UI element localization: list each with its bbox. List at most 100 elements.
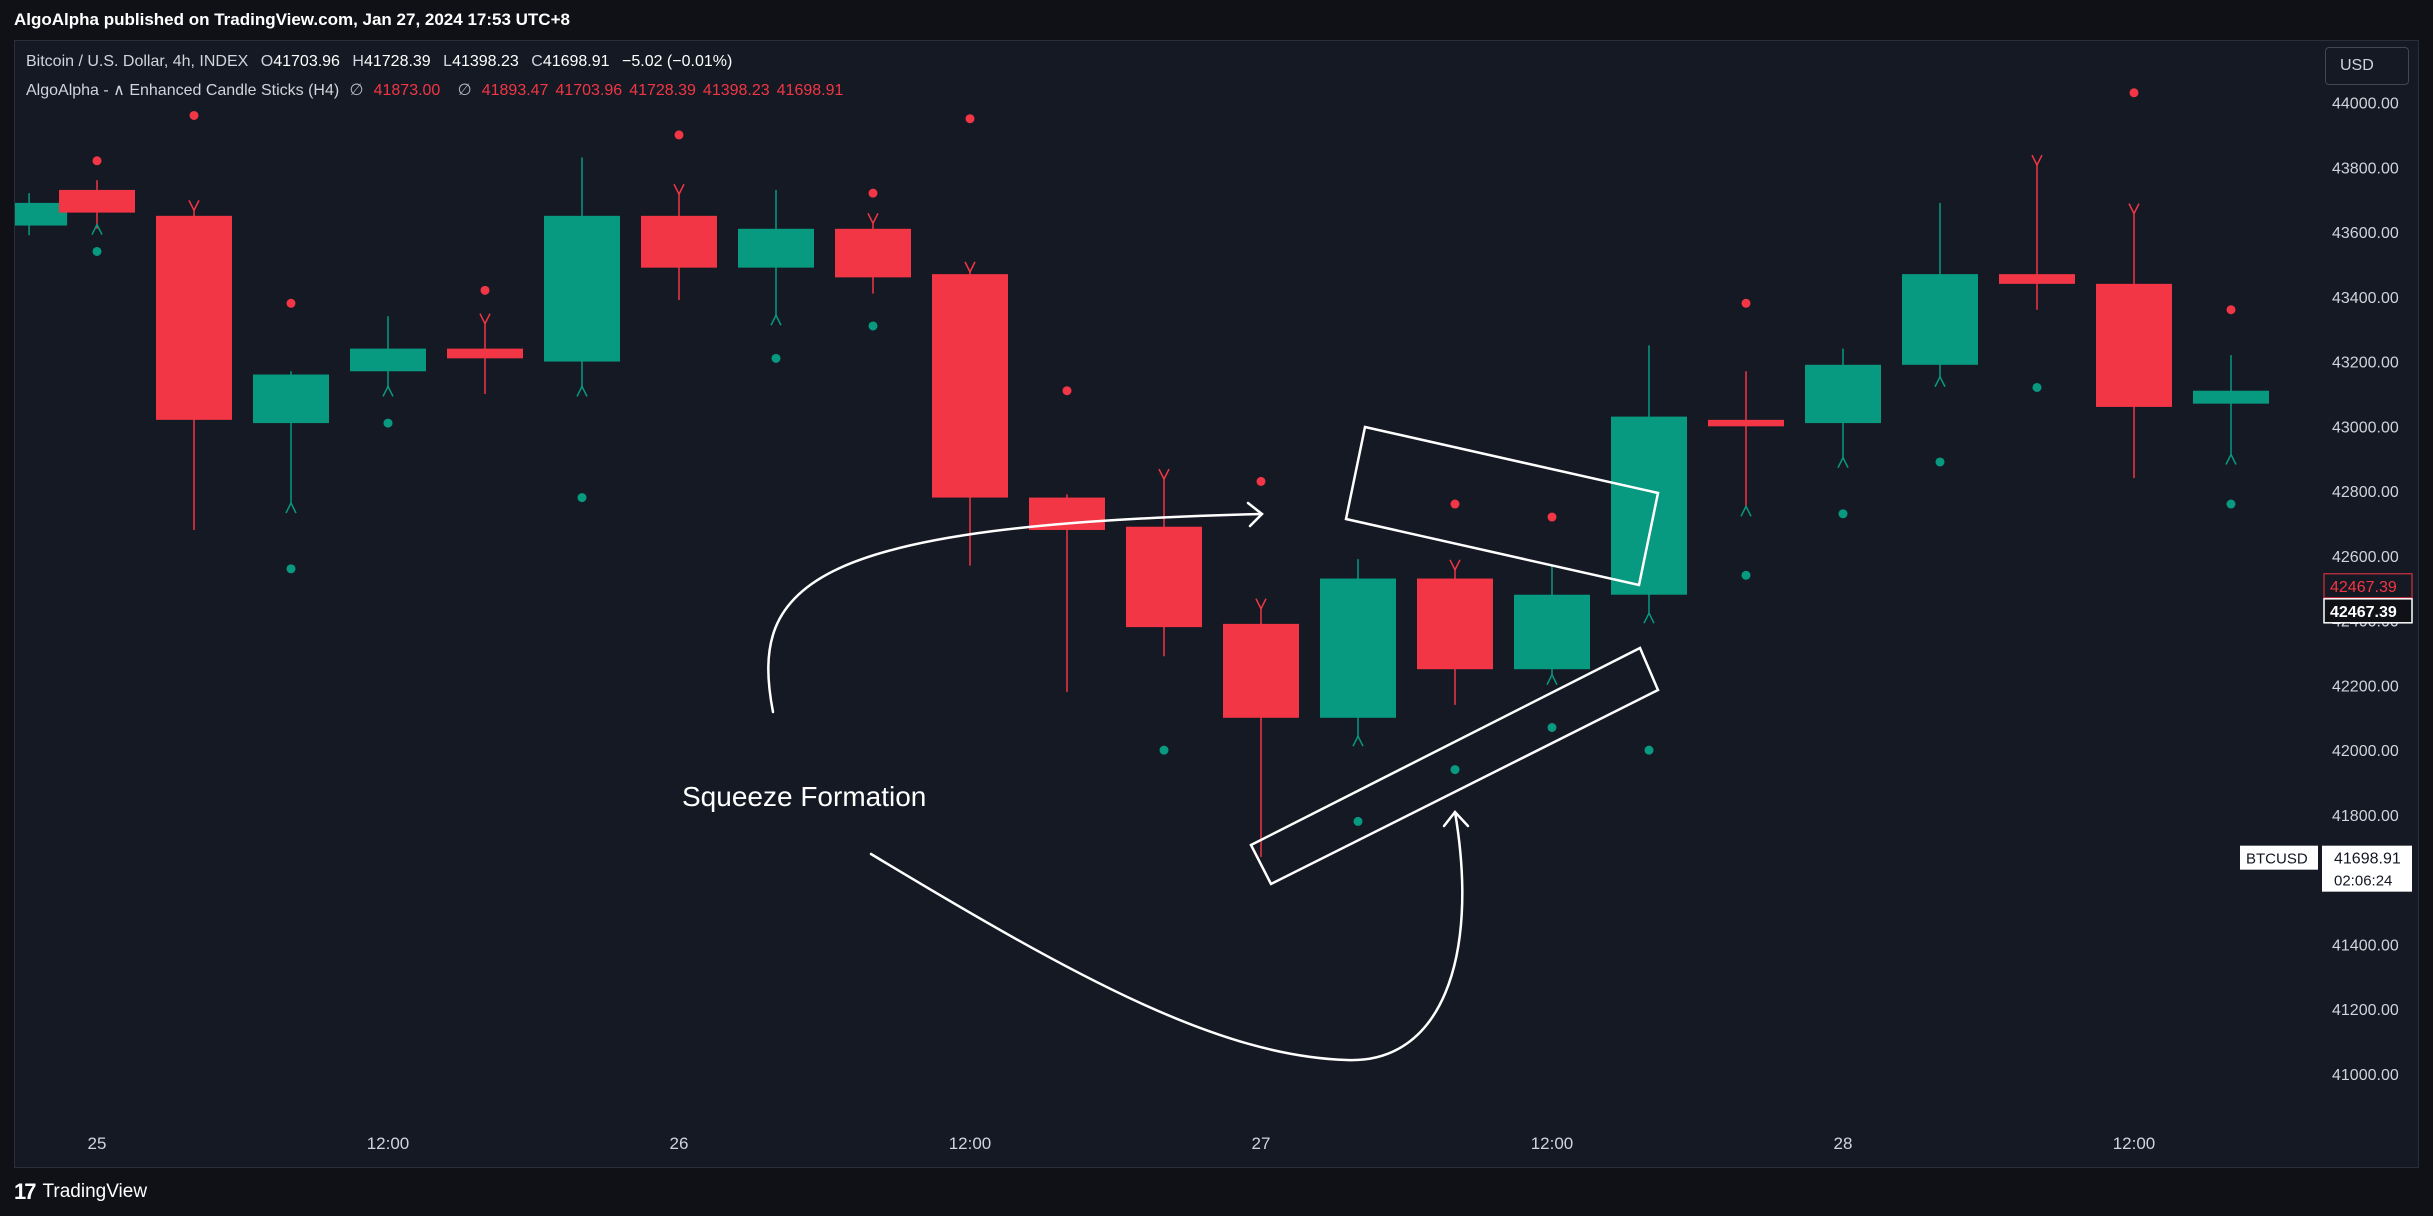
low-label: L — [443, 53, 453, 70]
x-tick-label: 26 — [670, 1134, 689, 1153]
bearish-marker-icon — [964, 261, 976, 274]
bullish-candle — [2193, 305, 2269, 509]
current-price-label: 42467.39 — [2323, 598, 2413, 624]
bearish-candle — [156, 110, 232, 530]
bullish-marker-icon — [1643, 611, 1655, 624]
candle-body — [738, 228, 814, 268]
y-tick-label: 41400.00 — [2332, 937, 2399, 954]
arrowhead-icon — [1246, 501, 1264, 528]
price-label-text: 41698.91 — [2334, 851, 2401, 868]
y-tick-label: 43600.00 — [2332, 225, 2399, 242]
y-tick-label: 43000.00 — [2332, 419, 2399, 436]
indicator-value: 41398.23 — [702, 82, 770, 99]
candle-body — [253, 374, 329, 424]
y-tick-label: 43400.00 — [2332, 290, 2399, 307]
candle-body — [1417, 578, 1493, 670]
annotation-text: Squeeze Formation — [682, 781, 926, 812]
low-value: 41398.23 — [452, 53, 519, 70]
candle-body — [932, 274, 1008, 498]
bullish-marker-icon — [1352, 734, 1364, 747]
indicator-legend[interactable]: AlgoAlpha - ∧ Enhanced Candle Sticks (H4… — [26, 80, 850, 100]
bullish-marker-icon — [91, 222, 103, 235]
indicator-value: 41703.96 — [555, 82, 623, 99]
publish-info: AlgoAlpha published on TradingView.com, … — [14, 10, 570, 29]
arrowhead-icon — [1442, 810, 1470, 828]
bearish-candle — [932, 114, 1008, 566]
price-label-text: 42467.39 — [2330, 579, 2397, 596]
bullish-marker-icon — [2225, 452, 2237, 465]
support-dot — [2032, 382, 2042, 392]
publish-header: AlgoAlpha published on TradingView.com, … — [0, 0, 2433, 40]
price-label-box — [2322, 845, 2412, 892]
support-dot — [771, 353, 781, 363]
curved-arrow-bottom — [869, 810, 1464, 1062]
y-tick-label: 42600.00 — [2332, 549, 2399, 566]
resistance-dot — [1450, 499, 1460, 509]
candle-body — [1805, 364, 1881, 424]
bullish-marker-icon — [1837, 456, 1849, 469]
bearish-marker-icon — [188, 200, 200, 213]
candle-body — [641, 215, 717, 268]
bullish-marker-icon — [576, 384, 588, 397]
bearish-candle — [1029, 386, 1105, 692]
resistance-dot — [189, 110, 199, 120]
bullish-candle — [1611, 345, 1687, 755]
resistance-dot — [286, 298, 296, 308]
bullish-marker-icon — [1740, 504, 1752, 517]
curved-arrow-top — [767, 512, 1264, 714]
candle-body — [156, 215, 232, 420]
high-value: 41728.39 — [363, 53, 431, 70]
support-dot — [1353, 816, 1363, 826]
candle-body — [15, 202, 68, 226]
x-tick-label: 28 — [1834, 1134, 1853, 1153]
bullish-candle — [253, 298, 329, 574]
resistance-dot — [1062, 386, 1072, 396]
symbol-price-label: BTCUSD 41698.91 02:06:24 — [2240, 845, 2412, 892]
chart-frame — [14, 40, 2419, 1168]
brand-name[interactable]: TradingView — [42, 1181, 148, 1202]
support-dot — [1450, 765, 1460, 775]
candle-body — [2193, 390, 2269, 404]
support-dot — [577, 493, 587, 503]
bullish-marker-icon — [1546, 673, 1558, 686]
x-tick-label: 12:00 — [367, 1134, 410, 1153]
bullish-candle — [1320, 559, 1396, 826]
symbol-name[interactable]: Bitcoin / U.S. Dollar, 4h, INDEX — [26, 53, 249, 70]
currency-button[interactable]: USD — [2325, 47, 2409, 85]
symbol-legend[interactable]: Bitcoin / U.S. Dollar, 4h, INDEX O41703.… — [26, 53, 732, 71]
support-dot — [1741, 570, 1751, 580]
bearish-marker-icon — [867, 212, 879, 225]
resistance-dot — [1547, 512, 1557, 522]
candle-body — [1223, 623, 1299, 718]
bullish-candle — [350, 316, 426, 428]
bearish-candle — [1223, 476, 1299, 858]
symbol-tag-box — [2240, 845, 2318, 870]
bearish-marker-icon — [673, 183, 685, 196]
indicator-value: 41728.39 — [629, 82, 696, 99]
candle-body — [1514, 594, 1590, 670]
bullish-candle — [544, 157, 620, 503]
na-symbol-icon: ∅ — [349, 82, 364, 99]
support-dot — [2226, 499, 2236, 509]
countdown-text: 02:06:24 — [2334, 873, 2392, 890]
support-dot — [1838, 509, 1848, 519]
indicator-value: 41873.00 — [373, 82, 441, 99]
candle-body — [447, 348, 523, 359]
resistance-dot — [2129, 88, 2139, 98]
support-dot — [868, 321, 878, 331]
indicator-name[interactable]: AlgoAlpha - ∧ Enhanced Candle Sticks (H4… — [26, 82, 340, 99]
candle-body — [59, 189, 135, 213]
tradingview-logo-icon[interactable]: 17 — [14, 1179, 37, 1204]
bullish-candle — [15, 193, 68, 236]
bearish-marker-icon — [2031, 154, 2043, 167]
resistance-dot — [2226, 305, 2236, 315]
candle-body — [1126, 526, 1202, 628]
x-tick-label: 27 — [1252, 1134, 1271, 1153]
x-tick-label: 12:00 — [1531, 1134, 1574, 1153]
x-tick-label: 25 — [88, 1134, 107, 1153]
resistance-dot — [480, 285, 490, 295]
bullish-marker-icon — [1934, 375, 1946, 388]
upper-squeeze-box — [1344, 425, 1660, 587]
close-label: C — [531, 53, 543, 70]
